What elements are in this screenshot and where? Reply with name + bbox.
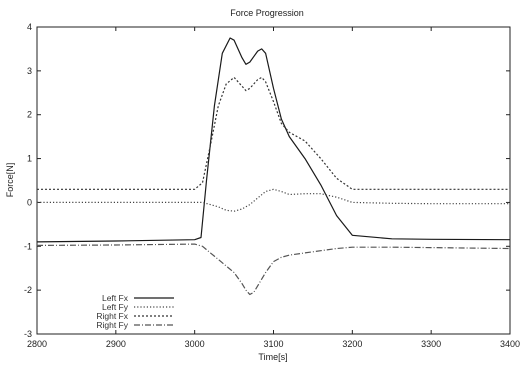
x-tick-label: 2900	[106, 339, 126, 349]
x-tick-label: 3200	[342, 339, 362, 349]
legend-label: Right Fx	[96, 311, 128, 321]
x-tick-label: 3400	[500, 339, 520, 349]
x-tick-label: 3300	[421, 339, 441, 349]
series-line-left-fy	[37, 188, 510, 212]
x-tick-label: 3100	[263, 339, 283, 349]
series-line-right-fy	[36, 243, 511, 296]
y-tick-label: 4	[27, 22, 32, 32]
legend-label: Right Fy	[96, 320, 128, 330]
y-tick-label: 3	[27, 66, 32, 76]
y-tick-label: -1	[24, 241, 32, 251]
legend-label: Left Fx	[102, 293, 129, 303]
y-axis-title: Force[N]	[5, 163, 15, 198]
legend-label: Left Fy	[102, 302, 129, 312]
plot-frame	[36, 26, 511, 335]
x-tick-label: 2800	[27, 339, 47, 349]
series-line-left-fx	[36, 37, 511, 243]
series-lines	[36, 37, 511, 296]
axis-ticks: 2800 2900 3000 3100 3200 3300 3400 -3 -2 -1 0 1 2 3 4	[24, 22, 520, 349]
chart-title: Force Progression	[230, 8, 304, 18]
series-line-right-fx	[37, 76, 510, 190]
y-tick-label: 0	[27, 197, 32, 207]
y-tick-label: 1	[27, 154, 32, 164]
x-axis-title: Time[s]	[258, 352, 287, 362]
y-tick-label: 2	[27, 110, 32, 120]
y-tick-label: -2	[24, 285, 32, 295]
x-tick-label: 3000	[185, 339, 205, 349]
y-tick-label: -3	[24, 329, 32, 339]
